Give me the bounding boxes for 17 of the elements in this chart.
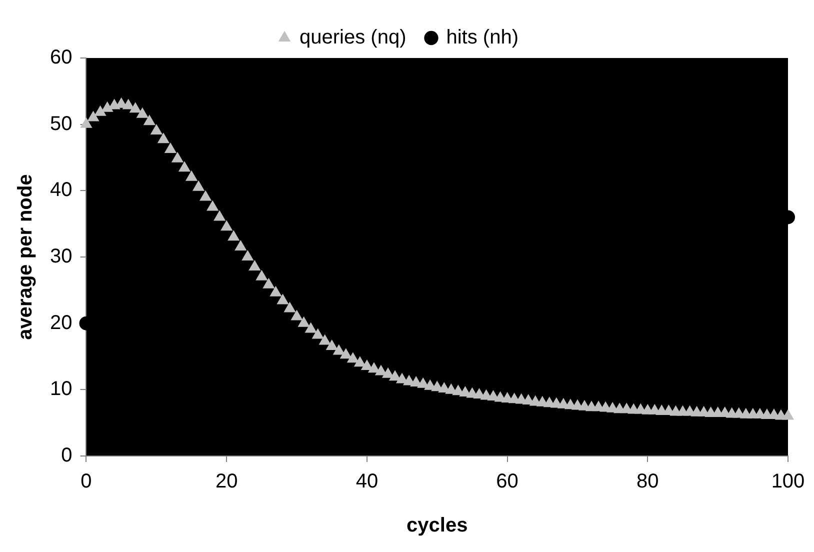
x-tick-label: 40 [356,470,378,493]
y-tick-label: 60 [50,46,72,69]
x-axis-title: cycles [406,514,468,537]
y-tick-label: 10 [50,378,72,400]
y-axis-title: average per node [14,174,37,340]
legend-label: queries (nq) [300,26,406,49]
x-tick-label: 60 [496,470,518,493]
x-tick-label: 80 [636,470,659,493]
legend-label: hits (nh) [446,26,518,49]
x-tick-label: 0 [80,470,92,493]
x-tick-label: 20 [215,470,238,493]
y-tick-label: 0 [61,444,72,467]
y-tick-label: 50 [50,112,72,135]
y-tick-label: 20 [50,312,72,334]
y-tick-label: 30 [50,246,72,268]
x-tick-label: 100 [771,470,805,493]
y-tick-label: 40 [50,179,72,202]
